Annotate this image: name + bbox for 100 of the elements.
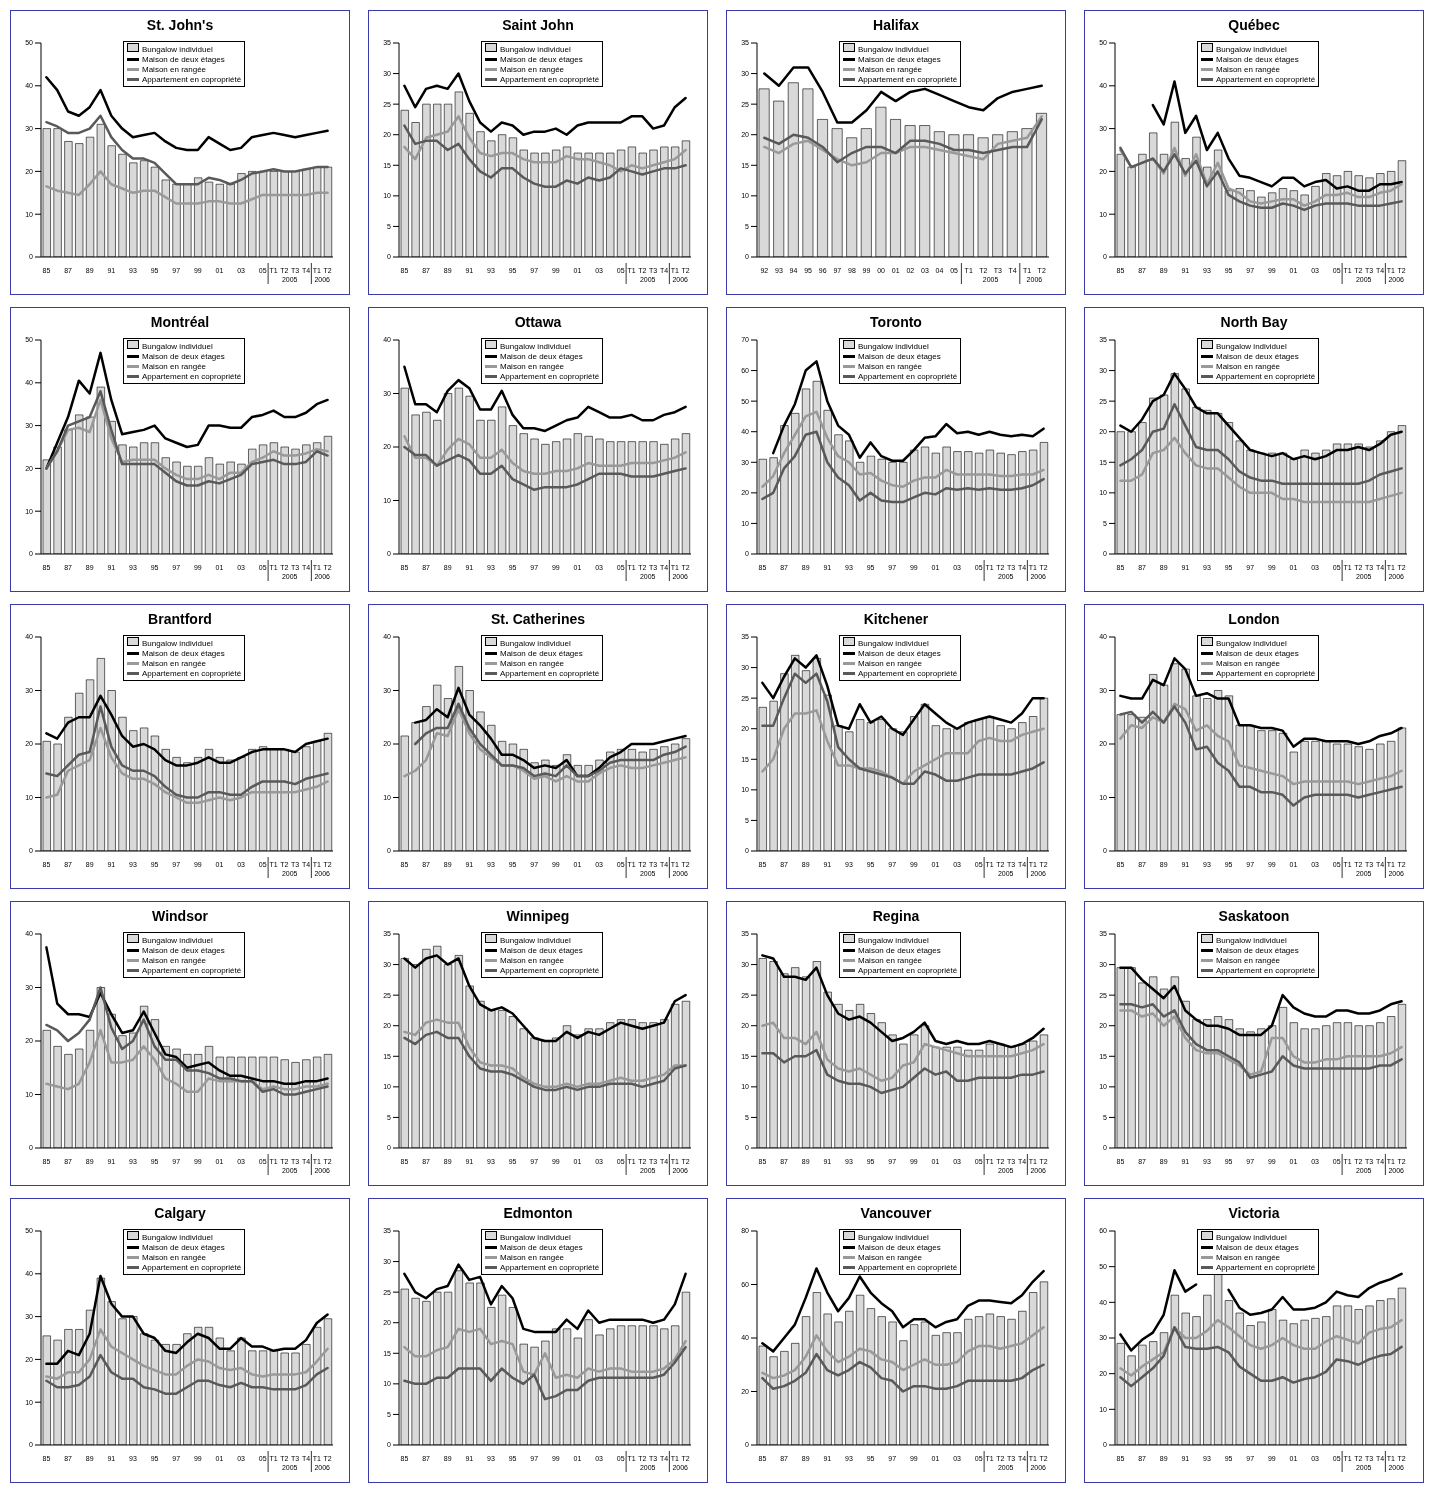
legend-label: Maison en rangée <box>1215 1253 1282 1263</box>
legend-label: Appartement en copropriété <box>141 372 242 382</box>
chart-title: Toronto <box>869 314 923 332</box>
legend-label: Appartement en copropriété <box>857 372 958 382</box>
legend-label: Appartement en copropriété <box>141 669 242 679</box>
legend-label: Bungalow individuel <box>499 935 572 946</box>
legend-label: Appartement en copropriété <box>1215 372 1316 382</box>
chart-title: St. Catherines <box>489 611 587 629</box>
legend-label: Appartement en copropriété <box>1215 75 1316 85</box>
legend-label: Bungalow individuel <box>1215 44 1288 55</box>
chart-title: St. John's <box>145 17 215 35</box>
legend-label: Maison de deux étages <box>857 946 942 956</box>
chart-title: Saint John <box>501 17 575 35</box>
chart-title: Regina <box>871 908 921 926</box>
legend-label: Maison de deux étages <box>141 352 226 362</box>
legend-label: Bungalow individuel <box>141 638 214 649</box>
legend-label: Maison de deux étages <box>857 649 942 659</box>
legend-label: Maison en rangée <box>1215 659 1282 669</box>
legend-label: Bungalow individuel <box>499 1232 572 1243</box>
chart-title: Kitchener <box>862 611 930 629</box>
legend-label: Bungalow individuel <box>857 935 930 946</box>
legend-label: Maison de deux étages <box>1215 352 1300 362</box>
legend-label: Bungalow individuel <box>857 341 930 352</box>
legend-label: Maison en rangée <box>141 956 208 966</box>
legend-label: Maison en rangée <box>499 1253 566 1263</box>
legend-label: Maison en rangée <box>1215 956 1282 966</box>
legend-label: Maison en rangée <box>141 1253 208 1263</box>
legend-label: Maison de deux étages <box>857 1243 942 1253</box>
legend-label: Bungalow individuel <box>1215 1232 1288 1243</box>
legend-label: Bungalow individuel <box>141 44 214 55</box>
legend-label: Maison en rangée <box>499 956 566 966</box>
legend-label: Maison de deux étages <box>1215 649 1300 659</box>
chart-title: London <box>1227 611 1281 629</box>
legend-label: Bungalow individuel <box>141 1232 214 1243</box>
legend-label: Bungalow individuel <box>1215 341 1288 352</box>
legend-label: Maison en rangée <box>857 659 924 669</box>
legend-label: Maison en rangée <box>1215 65 1282 75</box>
legend-label: Maison en rangée <box>857 362 924 372</box>
legend-label: Maison en rangée <box>499 362 566 372</box>
legend-label: Maison de deux étages <box>499 1243 584 1253</box>
legend-label: Appartement en copropriété <box>141 966 242 976</box>
legend-label: Maison de deux étages <box>1215 946 1300 956</box>
chart-title: Québec <box>1227 17 1281 35</box>
legend-label: Appartement en copropriété <box>1215 1263 1316 1273</box>
legend-label: Maison de deux étages <box>857 55 942 65</box>
legend-label: Maison de deux étages <box>1215 55 1300 65</box>
legend-label: Appartement en copropriété <box>857 669 958 679</box>
legend-label: Bungalow individuel <box>499 44 572 55</box>
legend-label: Appartement en copropriété <box>499 1263 600 1273</box>
legend-label: Maison de deux étages <box>499 649 584 659</box>
chart-title: Brantford <box>147 611 213 629</box>
legend-label: Appartement en copropriété <box>857 966 958 976</box>
legend-label: Maison de deux étages <box>141 55 226 65</box>
legend-label: Maison en rangée <box>1215 362 1282 372</box>
legend-label: Appartement en copropriété <box>499 372 600 382</box>
legend-label: Appartement en copropriété <box>499 75 600 85</box>
legend-label: Maison de deux étages <box>1215 1243 1300 1253</box>
chart-title: Winnipeg <box>505 908 571 926</box>
chart-title: Edmonton <box>502 1205 574 1223</box>
legend-label: Maison de deux étages <box>499 55 584 65</box>
legend-label: Maison de deux étages <box>857 352 942 362</box>
legend-label: Maison en rangée <box>857 1253 924 1263</box>
chart-title: Montréal <box>149 314 211 332</box>
legend-label: Appartement en copropriété <box>1215 966 1316 976</box>
legend-label: Maison en rangée <box>499 65 566 75</box>
legend-label: Maison en rangée <box>141 65 208 75</box>
legend-label: Maison en rangée <box>857 65 924 75</box>
legend-label: Maison de deux étages <box>141 649 226 659</box>
legend-label: Bungalow individuel <box>141 935 214 946</box>
legend-label: Bungalow individuel <box>1215 935 1288 946</box>
legend-label: Bungalow individuel <box>141 341 214 352</box>
legend-label: Bungalow individuel <box>1215 638 1288 649</box>
legend-label: Appartement en copropriété <box>141 75 242 85</box>
legend-label: Bungalow individuel <box>857 1232 930 1243</box>
legend-label: Appartement en copropriété <box>857 1263 958 1273</box>
legend-label: Maison en rangée <box>857 956 924 966</box>
legend-label: Maison de deux étages <box>141 1243 226 1253</box>
chart-title: Saskatoon <box>1217 908 1291 926</box>
chart-title: Windsor <box>151 908 209 926</box>
legend-label: Appartement en copropriété <box>499 669 600 679</box>
chart-title: Ottawa <box>513 314 563 332</box>
chart-title: Vancouver <box>859 1205 933 1223</box>
legend-label: Maison en rangée <box>499 659 566 669</box>
legend-label: Appartement en copropriété <box>499 966 600 976</box>
legend-label: Maison en rangée <box>141 362 208 372</box>
legend-label: Maison de deux étages <box>499 946 584 956</box>
legend-label: Appartement en copropriété <box>857 75 958 85</box>
legend-label: Appartement en copropriété <box>1215 669 1316 679</box>
chart-title: North Bay <box>1219 314 1289 332</box>
legend-label: Bungalow individuel <box>499 341 572 352</box>
legend-label: Maison en rangée <box>141 659 208 669</box>
legend-label: Bungalow individuel <box>499 638 572 649</box>
legend-label: Bungalow individuel <box>857 638 930 649</box>
legend-label: Maison de deux étages <box>499 352 584 362</box>
legend-label: Maison de deux étages <box>141 946 226 956</box>
chart-title: Victoria <box>1227 1205 1281 1223</box>
chart-title: Calgary <box>153 1205 207 1223</box>
chart-title: Halifax <box>872 17 920 35</box>
legend-label: Bungalow individuel <box>857 44 930 55</box>
legend-label: Appartement en copropriété <box>141 1263 242 1273</box>
